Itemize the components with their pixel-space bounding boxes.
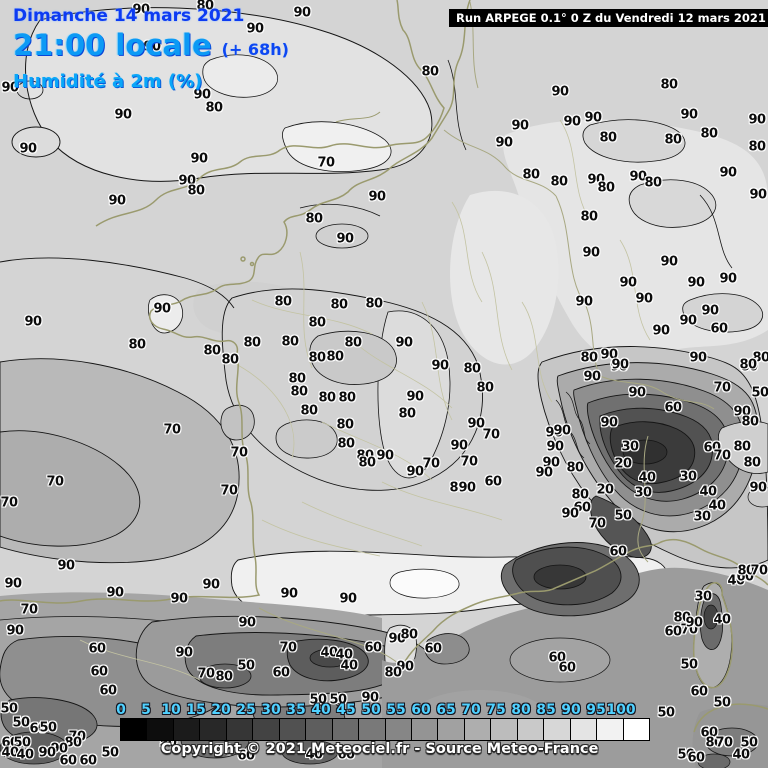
legend-cell [597,719,624,740]
legend-cell [121,719,148,740]
legend-cell [570,719,598,740]
legend-cell [147,719,174,740]
legend-cell [279,719,307,740]
legend-cell [173,719,201,740]
time-row: 21:00 locale (+ 68h) [13,28,289,62]
legend-cell [385,719,412,740]
legend-cell [517,719,545,740]
department-border-lines [79,119,651,681]
legend-cell [332,719,360,740]
model-run-banner: Run ARPEGE 0.1° 0 Z du Vendredi 12 mars … [449,9,768,27]
forecast-offset-label: (+ 68h) [221,40,289,59]
legend-cell [359,719,386,740]
legend-color-bar [120,718,650,741]
legend-cell [623,719,650,740]
legend-cell [226,719,254,740]
copyright-label: Copyright © 2021 Meteociel.fr - Source M… [160,741,599,757]
time-label: 21:00 locale [13,28,212,62]
legend-cell [411,719,439,740]
legend-cell [544,719,571,740]
legend-cell [438,719,465,740]
parameter-label: Humidité à 2m (%) [13,71,203,92]
legend-cell [491,719,518,740]
coastline-lines [0,0,768,733]
date-label: Dimanche 14 mars 2021 [13,6,245,26]
legend-cell [253,719,280,740]
legend-cell [306,719,333,740]
country-border-lines [258,1,715,665]
title-block: Dimanche 14 mars 2021 21:00 locale (+ 68h… [13,6,289,92]
legend-cell [200,719,227,740]
legend-cell [464,719,492,740]
